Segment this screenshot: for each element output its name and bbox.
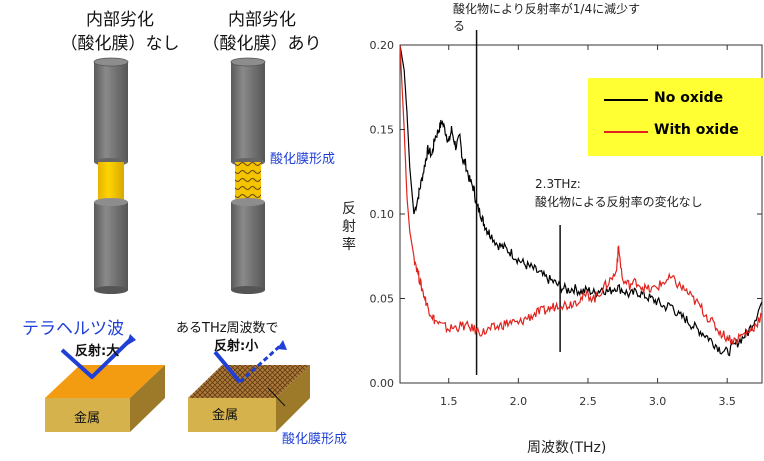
legend-label-with-oxide: With oxide <box>654 122 739 138</box>
some-frequency-label: あるTHz周波数で <box>176 321 279 336</box>
terahertz-wave-label: テラヘルツ波 <box>22 319 124 339</box>
illustration-graphics <box>45 57 310 432</box>
y-tick-label: 0.00 <box>370 377 395 390</box>
reflection-low-label: 反射:小 <box>214 339 259 354</box>
series-line-with-oxide <box>399 44 763 345</box>
y-tick-label: 0.20 <box>370 39 395 52</box>
x-tick-label: 2.5 <box>579 395 597 408</box>
legend-swatch-with-oxide <box>604 131 648 133</box>
y-axis-label: 反射率 <box>342 201 356 253</box>
reflectance-chart: 0.00 0.05 0.10 0.15 0.20 1.5 2.0 2.5 3.0 3.5 <box>370 30 763 408</box>
metal-label-oxide: 金属 <box>212 408 239 423</box>
annotation-top-line1: 酸化物により反射率が1/4に減少す <box>453 2 641 16</box>
y-tick-label: 0.10 <box>370 208 395 221</box>
metal-block-oxide <box>188 340 310 432</box>
rod-with-oxide <box>230 57 266 294</box>
x-tick-label: 3.5 <box>718 395 736 408</box>
heading-no-oxide-line2: （酸化膜）なし <box>60 34 180 54</box>
oxide-film-label-bottom: 酸化膜形成 <box>282 432 348 447</box>
reflection-high-label: 反射:大 <box>75 344 120 359</box>
metal-block-plain <box>45 334 165 432</box>
chart-legend: No oxide With oxide <box>588 78 764 156</box>
y-tick-label: 0.05 <box>370 293 395 306</box>
chart-series <box>399 44 763 357</box>
legend-swatch-no-oxide <box>604 99 648 101</box>
heading-with-oxide-line1: 内部劣化 <box>228 10 296 30</box>
metal-label-plain: 金属 <box>74 411 101 426</box>
y-tick-label: 0.15 <box>370 124 395 137</box>
x-tick-label: 2.0 <box>510 395 528 408</box>
heading-with-oxide-line2: （酸化膜）あり <box>202 34 322 54</box>
annotation-mid-line1: 2.3THz: <box>535 177 581 191</box>
legend-label-no-oxide: No oxide <box>654 90 724 106</box>
rod-no-oxide <box>93 57 129 294</box>
heading-no-oxide-line1: 内部劣化 <box>86 10 154 30</box>
x-tick-label: 1.5 <box>440 395 458 408</box>
annotation-mid-line2: 酸化物による反射率の変化なし <box>535 195 703 209</box>
heading-with-oxide: 内部劣化 （酸化膜）あり <box>192 8 332 56</box>
series-line-no-oxide <box>399 44 763 357</box>
oxide-film-label-top: 酸化膜形成 <box>270 152 336 167</box>
heading-no-oxide: 内部劣化 （酸化膜）なし <box>55 8 185 56</box>
x-tick-label: 3.0 <box>649 395 667 408</box>
x-axis-label: 周波数(THz) <box>527 440 607 456</box>
chart-ticks: 0.00 0.05 0.10 0.15 0.20 1.5 2.0 2.5 3.0 3.5 <box>370 39 762 408</box>
annotation-top-line2: る <box>453 19 466 33</box>
